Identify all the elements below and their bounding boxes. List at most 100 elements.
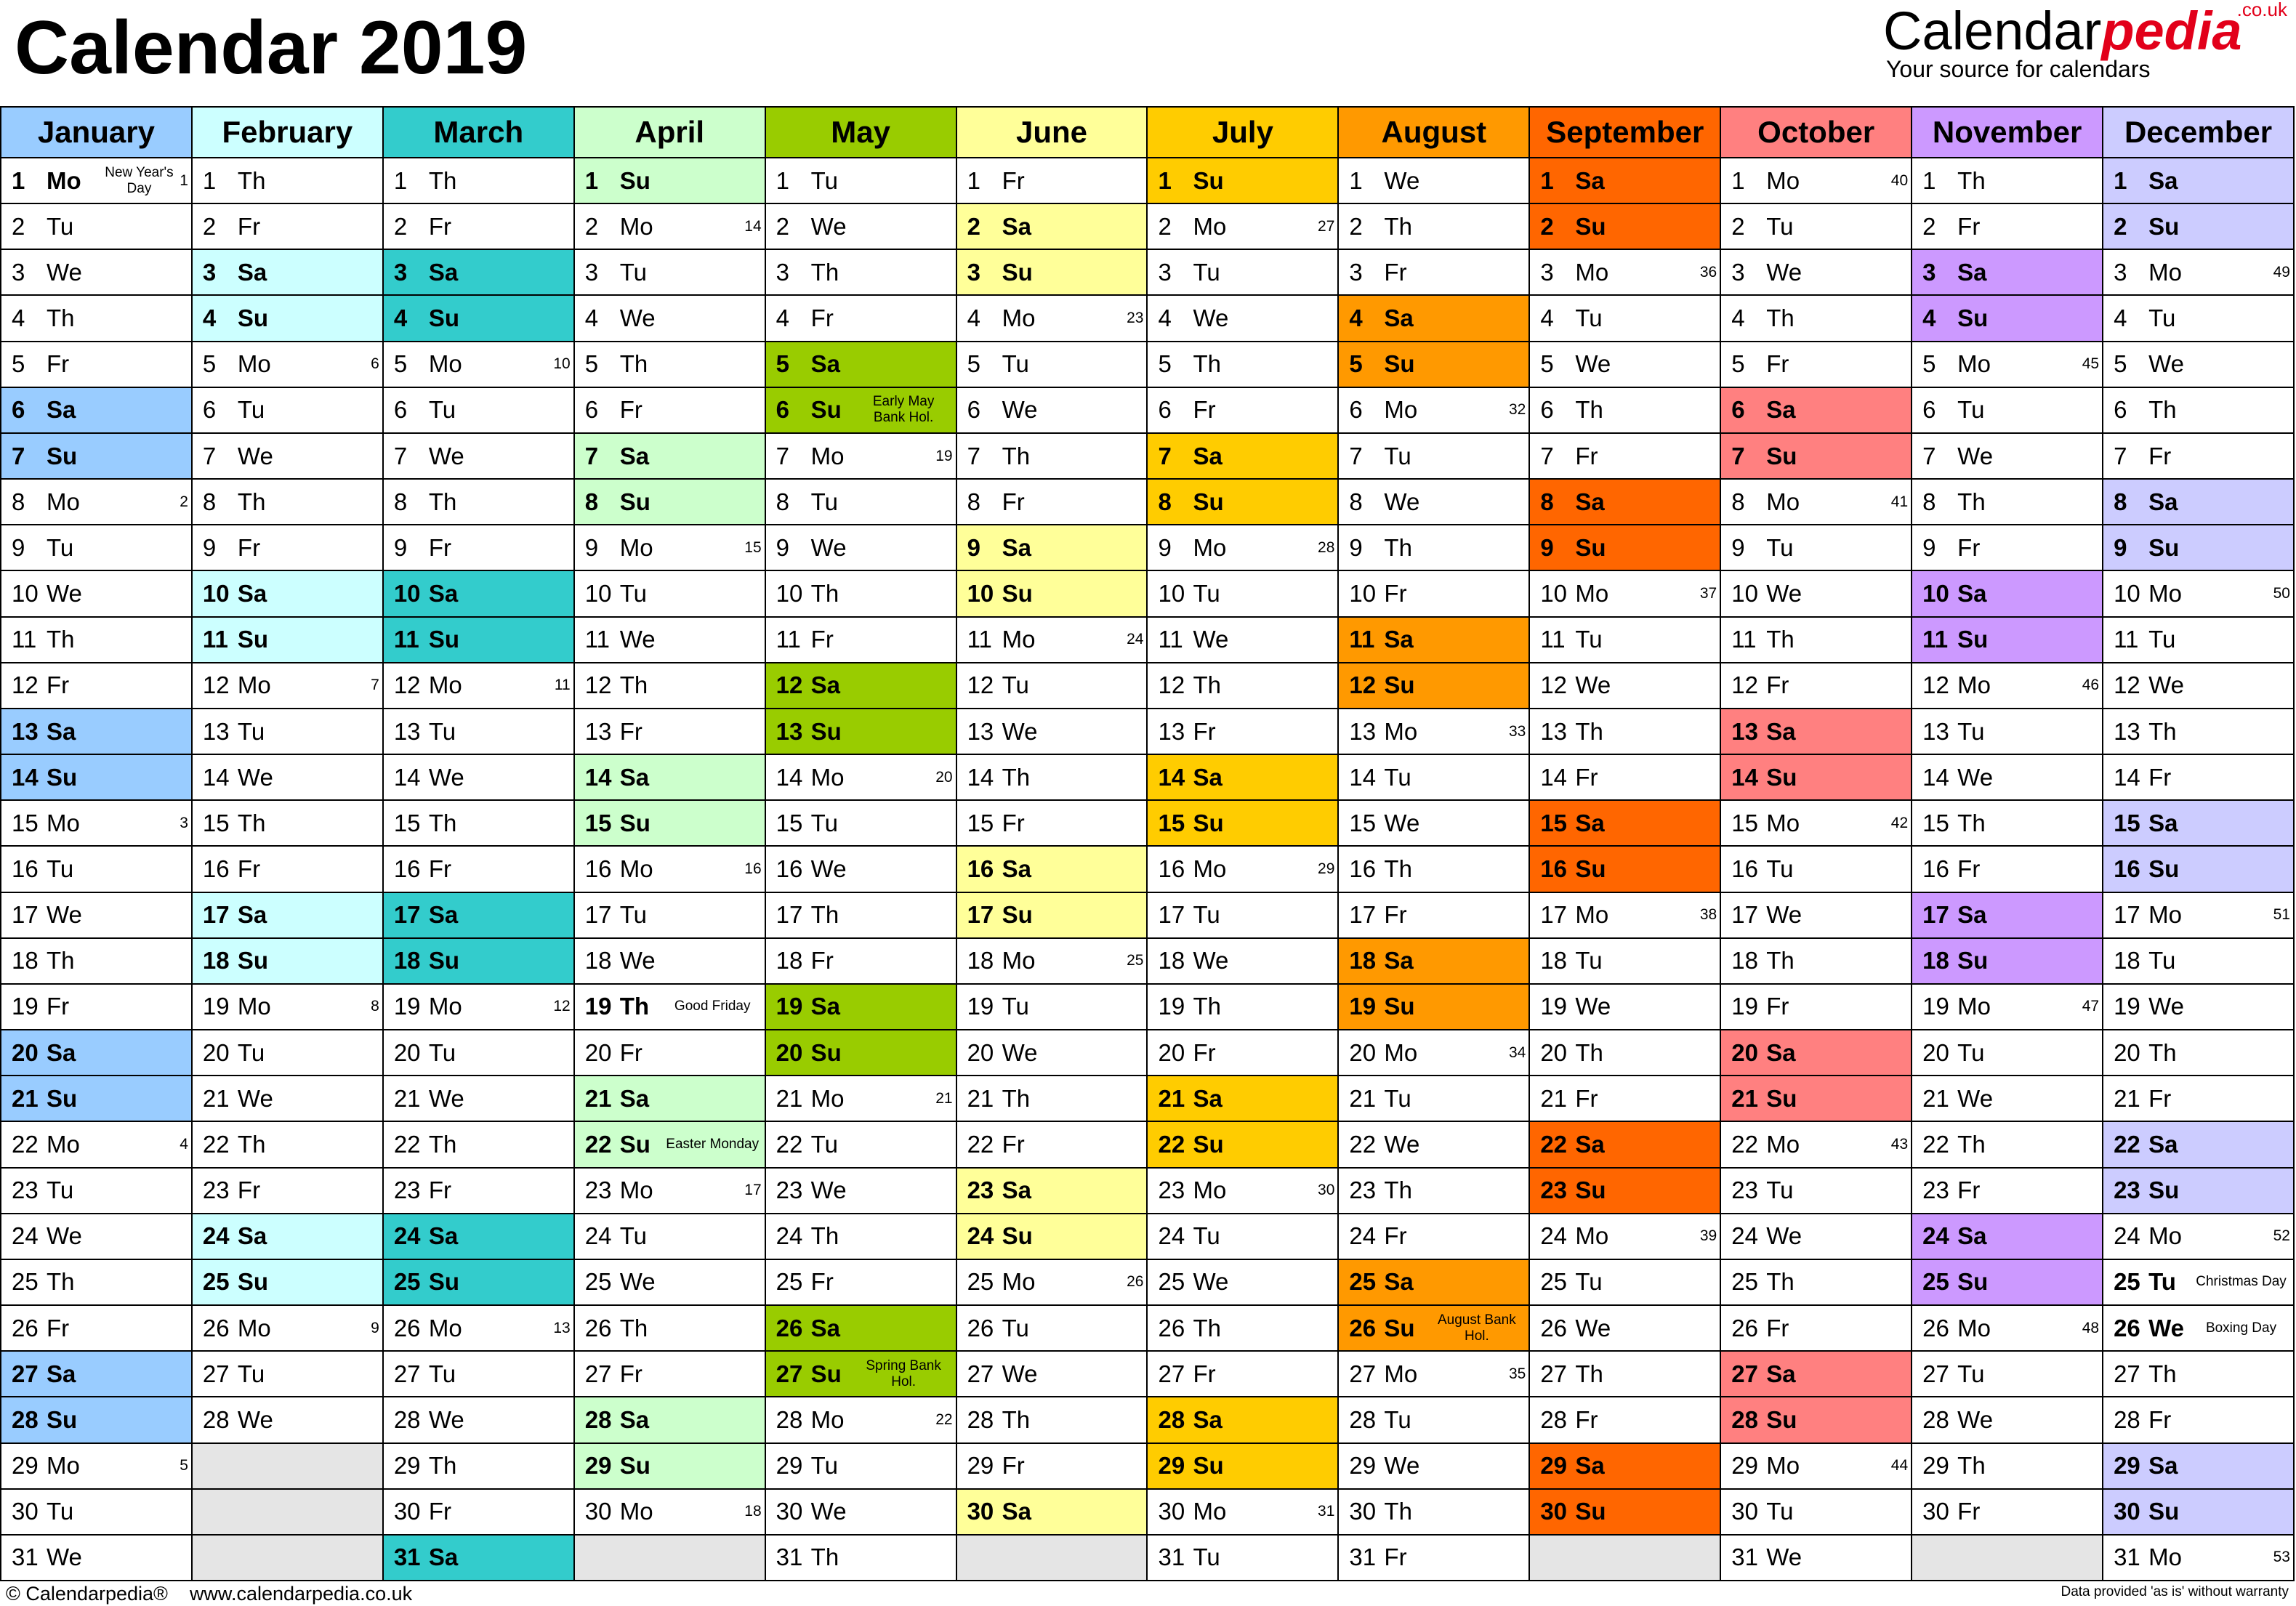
brand-logo[interactable]: Calendarpedia .co.uk Your source for cal… <box>1883 0 2290 100</box>
day-number: 5 <box>776 350 790 378</box>
week-number: 3 <box>180 814 188 831</box>
day-number: 1 <box>776 166 790 194</box>
day-cell: 30 Sa <box>956 1489 1148 1536</box>
day-number: 17 <box>1922 901 1949 929</box>
day-cell: 30 Su <box>2103 1489 2295 1536</box>
day-cell: 27 Fr <box>1148 1352 1340 1398</box>
weekday-label: Fr <box>1002 1452 1025 1480</box>
day-cell: 29 Mo 5 <box>1 1443 193 1490</box>
weekday-label: Fr <box>1575 1084 1598 1112</box>
day-number: 11 <box>1158 626 1183 653</box>
day-number: 1 <box>1731 166 1745 194</box>
day-cell: 27 Su Spring Bank Hol. <box>765 1352 957 1398</box>
day-number: 24 <box>12 1222 39 1250</box>
day-cell: 22 Su <box>1148 1122 1340 1169</box>
day-number: 23 <box>1922 1177 1949 1204</box>
day-number: 31 <box>393 1544 421 1571</box>
day-number: 29 <box>584 1452 612 1480</box>
day-cell: 10 Su <box>956 571 1148 618</box>
weekday-label: Sa <box>1002 1177 1031 1204</box>
weekday-label: Sa <box>1193 442 1222 469</box>
weekday-label: Th <box>619 350 648 378</box>
day-number: 15 <box>393 809 421 836</box>
day-cell: 31 We <box>1721 1535 1913 1581</box>
day-cell: 1 Mo 1 New Year's Day <box>1 158 193 205</box>
day-cell: 1 Su <box>574 158 766 205</box>
week-number: 24 <box>1127 631 1144 648</box>
holiday-label: New Year's Day <box>105 164 174 196</box>
day-cell: 18 Tu <box>1530 938 1722 985</box>
weekday-label: Sa <box>1002 1498 1031 1525</box>
day-cell: 17 Tu <box>574 892 766 939</box>
day-number: 29 <box>1349 1452 1377 1480</box>
day-number: 1 <box>584 166 599 194</box>
brand-tagline: Your source for calendars <box>1886 56 2151 82</box>
weekday-label: Th <box>237 488 266 515</box>
weekday-label: Su <box>1193 488 1224 515</box>
weekday-label: Su <box>428 1268 459 1296</box>
day-number: 2 <box>1731 212 1745 240</box>
day-cell: 14 Fr <box>2103 755 2295 802</box>
day-cell: 2 Mo 27 <box>1148 204 1340 251</box>
day-cell: 27 Tu <box>192 1352 384 1398</box>
day-number: 5 <box>2114 350 2127 378</box>
day-cell: 24 Tu <box>574 1214 766 1260</box>
week-number: 10 <box>553 355 571 373</box>
day-number: 13 <box>776 717 803 745</box>
day-cell: 28 Su <box>1721 1397 1913 1444</box>
footer-credit: © Calendarpedia® www.calendarpedia.co.uk <box>6 1581 412 1606</box>
day-number: 2 <box>584 212 599 240</box>
weekday-label: Su <box>2148 855 2180 882</box>
weekday-label: Tu <box>1766 533 1794 561</box>
weekday-label: Th <box>619 1314 648 1341</box>
day-number: 14 <box>2114 763 2140 791</box>
weekday-label: Fr <box>1193 1360 1216 1387</box>
weekday-label: Su <box>47 442 78 469</box>
day-cell: 21 Su <box>1721 1076 1913 1123</box>
day-number: 21 <box>1731 1084 1758 1112</box>
day-number: 24 <box>1158 1222 1185 1250</box>
weekday-label: Fr <box>1002 1130 1025 1158</box>
week-number: 23 <box>1127 310 1144 327</box>
day-number: 21 <box>967 1084 994 1112</box>
weekday-label: Sa <box>619 1405 650 1433</box>
day-number: 17 <box>1349 901 1377 929</box>
weekday-label: Mo <box>47 1130 80 1158</box>
day-number: 25 <box>967 1268 994 1296</box>
weekday-label: We <box>1193 626 1229 653</box>
weekday-label: We <box>1575 350 1611 378</box>
weekday-label: Su <box>619 809 650 836</box>
weekday-label: Tu <box>1575 1268 1603 1296</box>
day-number: 21 <box>202 1084 230 1112</box>
day-number: 20 <box>2114 1038 2140 1066</box>
weekday-label: Th <box>237 166 266 194</box>
weekday-label: Su <box>810 717 842 745</box>
day-number: 31 <box>1158 1544 1185 1571</box>
day-number: 9 <box>1922 533 1936 561</box>
day-cell: 5 Fr <box>1 342 193 388</box>
day-number: 21 <box>393 1084 421 1112</box>
day-number: 8 <box>1349 488 1363 515</box>
weekday-label: Mo <box>428 1314 462 1341</box>
week-number: 36 <box>1699 263 1717 281</box>
day-number: 27 <box>202 1360 230 1387</box>
day-cell: 23 We <box>765 1168 957 1214</box>
weekday-label: Mo <box>1766 1130 1800 1158</box>
day-number: 9 <box>2114 533 2127 561</box>
day-cell: 6 Tu <box>192 387 384 434</box>
weekday-label: Fr <box>237 212 261 240</box>
weekday-label: Tu <box>2148 304 2176 332</box>
weekday-label: Sa <box>237 258 267 286</box>
empty-day-cell <box>192 1535 384 1581</box>
day-cell: 10 Mo 37 <box>1530 571 1722 618</box>
day-cell: 20 Th <box>2103 1030 2295 1077</box>
day-number: 10 <box>1349 580 1377 608</box>
weekday-label: Sa <box>1957 1222 1987 1250</box>
footer-url-link[interactable]: www.calendarpedia.co.uk <box>189 1583 413 1605</box>
day-number: 4 <box>393 304 408 332</box>
day-cell: 1 Th <box>1912 158 2104 205</box>
day-cell: 29 We <box>1339 1443 1531 1490</box>
holiday-label: August Bank Hol. <box>1437 1312 1516 1344</box>
day-cell: 19 Th <box>1148 984 1340 1031</box>
day-number: 10 <box>1540 580 1568 608</box>
